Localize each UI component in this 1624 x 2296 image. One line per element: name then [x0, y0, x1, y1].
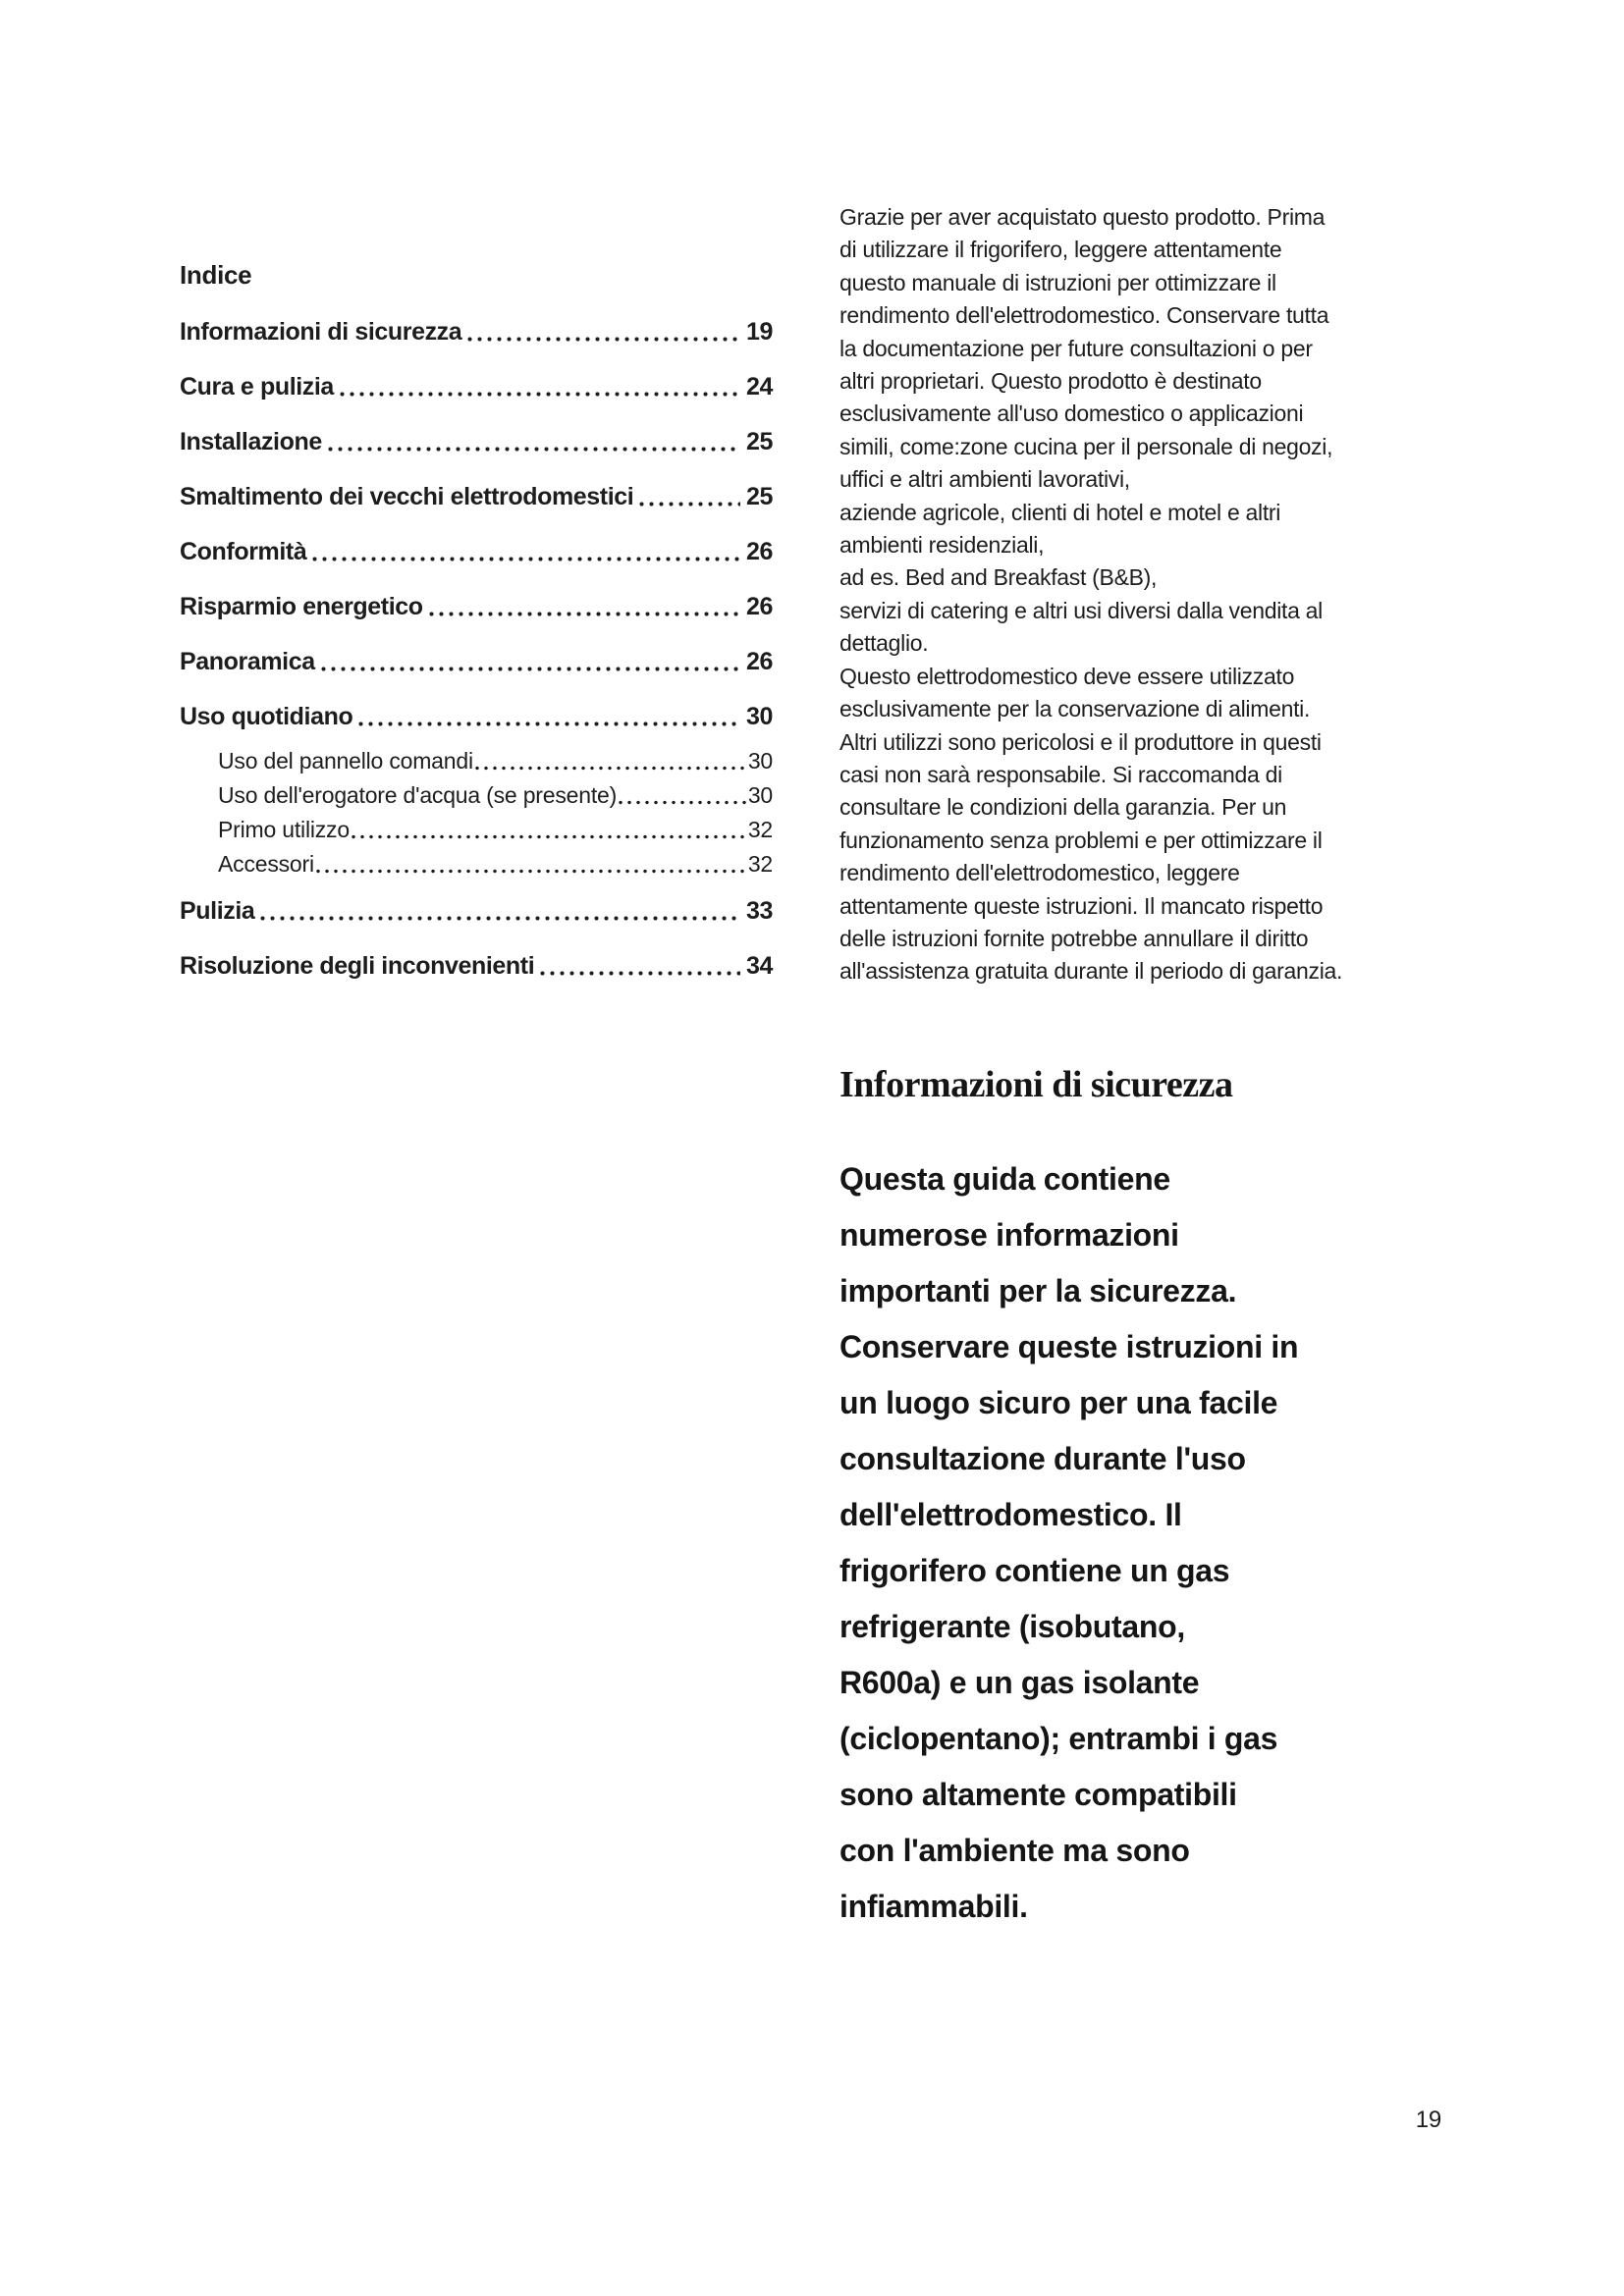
dot-leader [540, 971, 740, 976]
toc-entry-label: Pulizia [180, 897, 255, 925]
toc-entry-conformita: Conformità 26 [180, 537, 773, 566]
toc-entry-label: Uso quotidiano [180, 703, 353, 730]
safety-intro-paragraph: Questa guida contiene numerose informazi… [839, 1160, 1299, 1924]
dot-leader [327, 447, 740, 452]
toc-entry-erogatore-acqua: Uso dell'erogatore d'acqua (se presente)… [180, 780, 773, 810]
toc-entry-uso-quotidiano: Uso quotidiano 30 [180, 702, 773, 731]
toc-entry-label: Primo utilizzo [218, 817, 350, 842]
toc-entry-page: 33 [745, 897, 773, 925]
toc-entry-label: Uso del pannello comandi [218, 748, 473, 774]
toc-entry-page: 32 [747, 851, 773, 877]
toc-entry-label: Installazione [180, 428, 322, 455]
toc-entry-informazioni-di-sicurezza: Informazioni di sicurezza 19 [180, 317, 773, 347]
toc-entry-label: Cura e pulizia [180, 373, 334, 400]
toc-entry-page: 34 [745, 952, 773, 980]
toc-entry-label: Informazioni di sicurezza [180, 318, 462, 346]
toc-entry-label: Accessori [218, 851, 314, 877]
toc-entry-panoramica: Panoramica 26 [180, 647, 773, 676]
toc-entry-page: 30 [747, 782, 773, 808]
dot-leader [351, 834, 746, 839]
dot-leader [467, 337, 740, 342]
toc-entry-label: Conformità [180, 538, 307, 565]
toc-entry-risoluzione-inconvenienti: Risoluzione degli inconvenienti 34 [180, 951, 773, 981]
dot-leader [320, 667, 740, 671]
toc-entry-pulizia: Pulizia 33 [180, 896, 773, 926]
toc-entry-accessori: Accessori 32 [180, 849, 773, 879]
toc-entry-page: 26 [745, 648, 773, 675]
dot-leader [639, 502, 740, 507]
safety-section-heading: Informazioni di sicurezza [839, 1063, 1233, 1105]
table-of-contents: Indice Informazioni di sicurezza 19 Cura… [180, 260, 773, 981]
toc-entry-smaltimento: Smaltimento dei vecchi elettrodomestici … [180, 482, 773, 511]
toc-entry-page: 32 [747, 817, 773, 842]
toc-entry-installazione: Installazione 25 [180, 427, 773, 456]
toc-entry-page: 24 [745, 373, 773, 400]
toc-entry-page: 26 [745, 538, 773, 565]
toc-entry-page: 25 [745, 483, 773, 510]
dot-leader [428, 612, 740, 616]
page-number: 19 [1415, 2107, 1441, 2133]
toc-entry-page: 30 [747, 748, 773, 774]
toc-entry-page: 25 [745, 428, 773, 455]
toc-entry-page: 30 [745, 703, 773, 730]
dot-leader [315, 869, 746, 874]
toc-entry-label: Smaltimento dei vecchi elettrodomestici [180, 483, 634, 510]
toc-entry-primo-utilizzo: Primo utilizzo 32 [180, 815, 773, 844]
toc-entry-label: Risoluzione degli inconvenienti [180, 952, 535, 980]
dot-leader [619, 800, 746, 805]
toc-title: Indice [180, 260, 252, 290]
dot-leader [474, 766, 746, 771]
content-column: Grazie per aver acquistato questo prodot… [839, 201, 1443, 1935]
toc-entry-risparmio-energetico: Risparmio energetico 26 [180, 592, 773, 621]
dot-leader [312, 557, 740, 561]
dot-leader [260, 916, 740, 921]
intro-paragraph: Grazie per aver acquistato questo prodot… [839, 204, 1343, 985]
toc-entry-label: Risparmio energetico [180, 593, 423, 620]
toc-entry-page: 19 [745, 318, 773, 346]
dot-leader [358, 721, 740, 726]
dot-leader [339, 392, 740, 397]
toc-entry-page: 26 [745, 593, 773, 620]
toc-entry-label: Uso dell'erogatore d'acqua (se presente) [218, 782, 618, 808]
toc-entry-cura-e-pulizia: Cura e pulizia 24 [180, 372, 773, 401]
toc-entry-uso-pannello-comandi: Uso del pannello comandi 30 [180, 746, 773, 775]
toc-entry-label: Panoramica [180, 648, 315, 675]
